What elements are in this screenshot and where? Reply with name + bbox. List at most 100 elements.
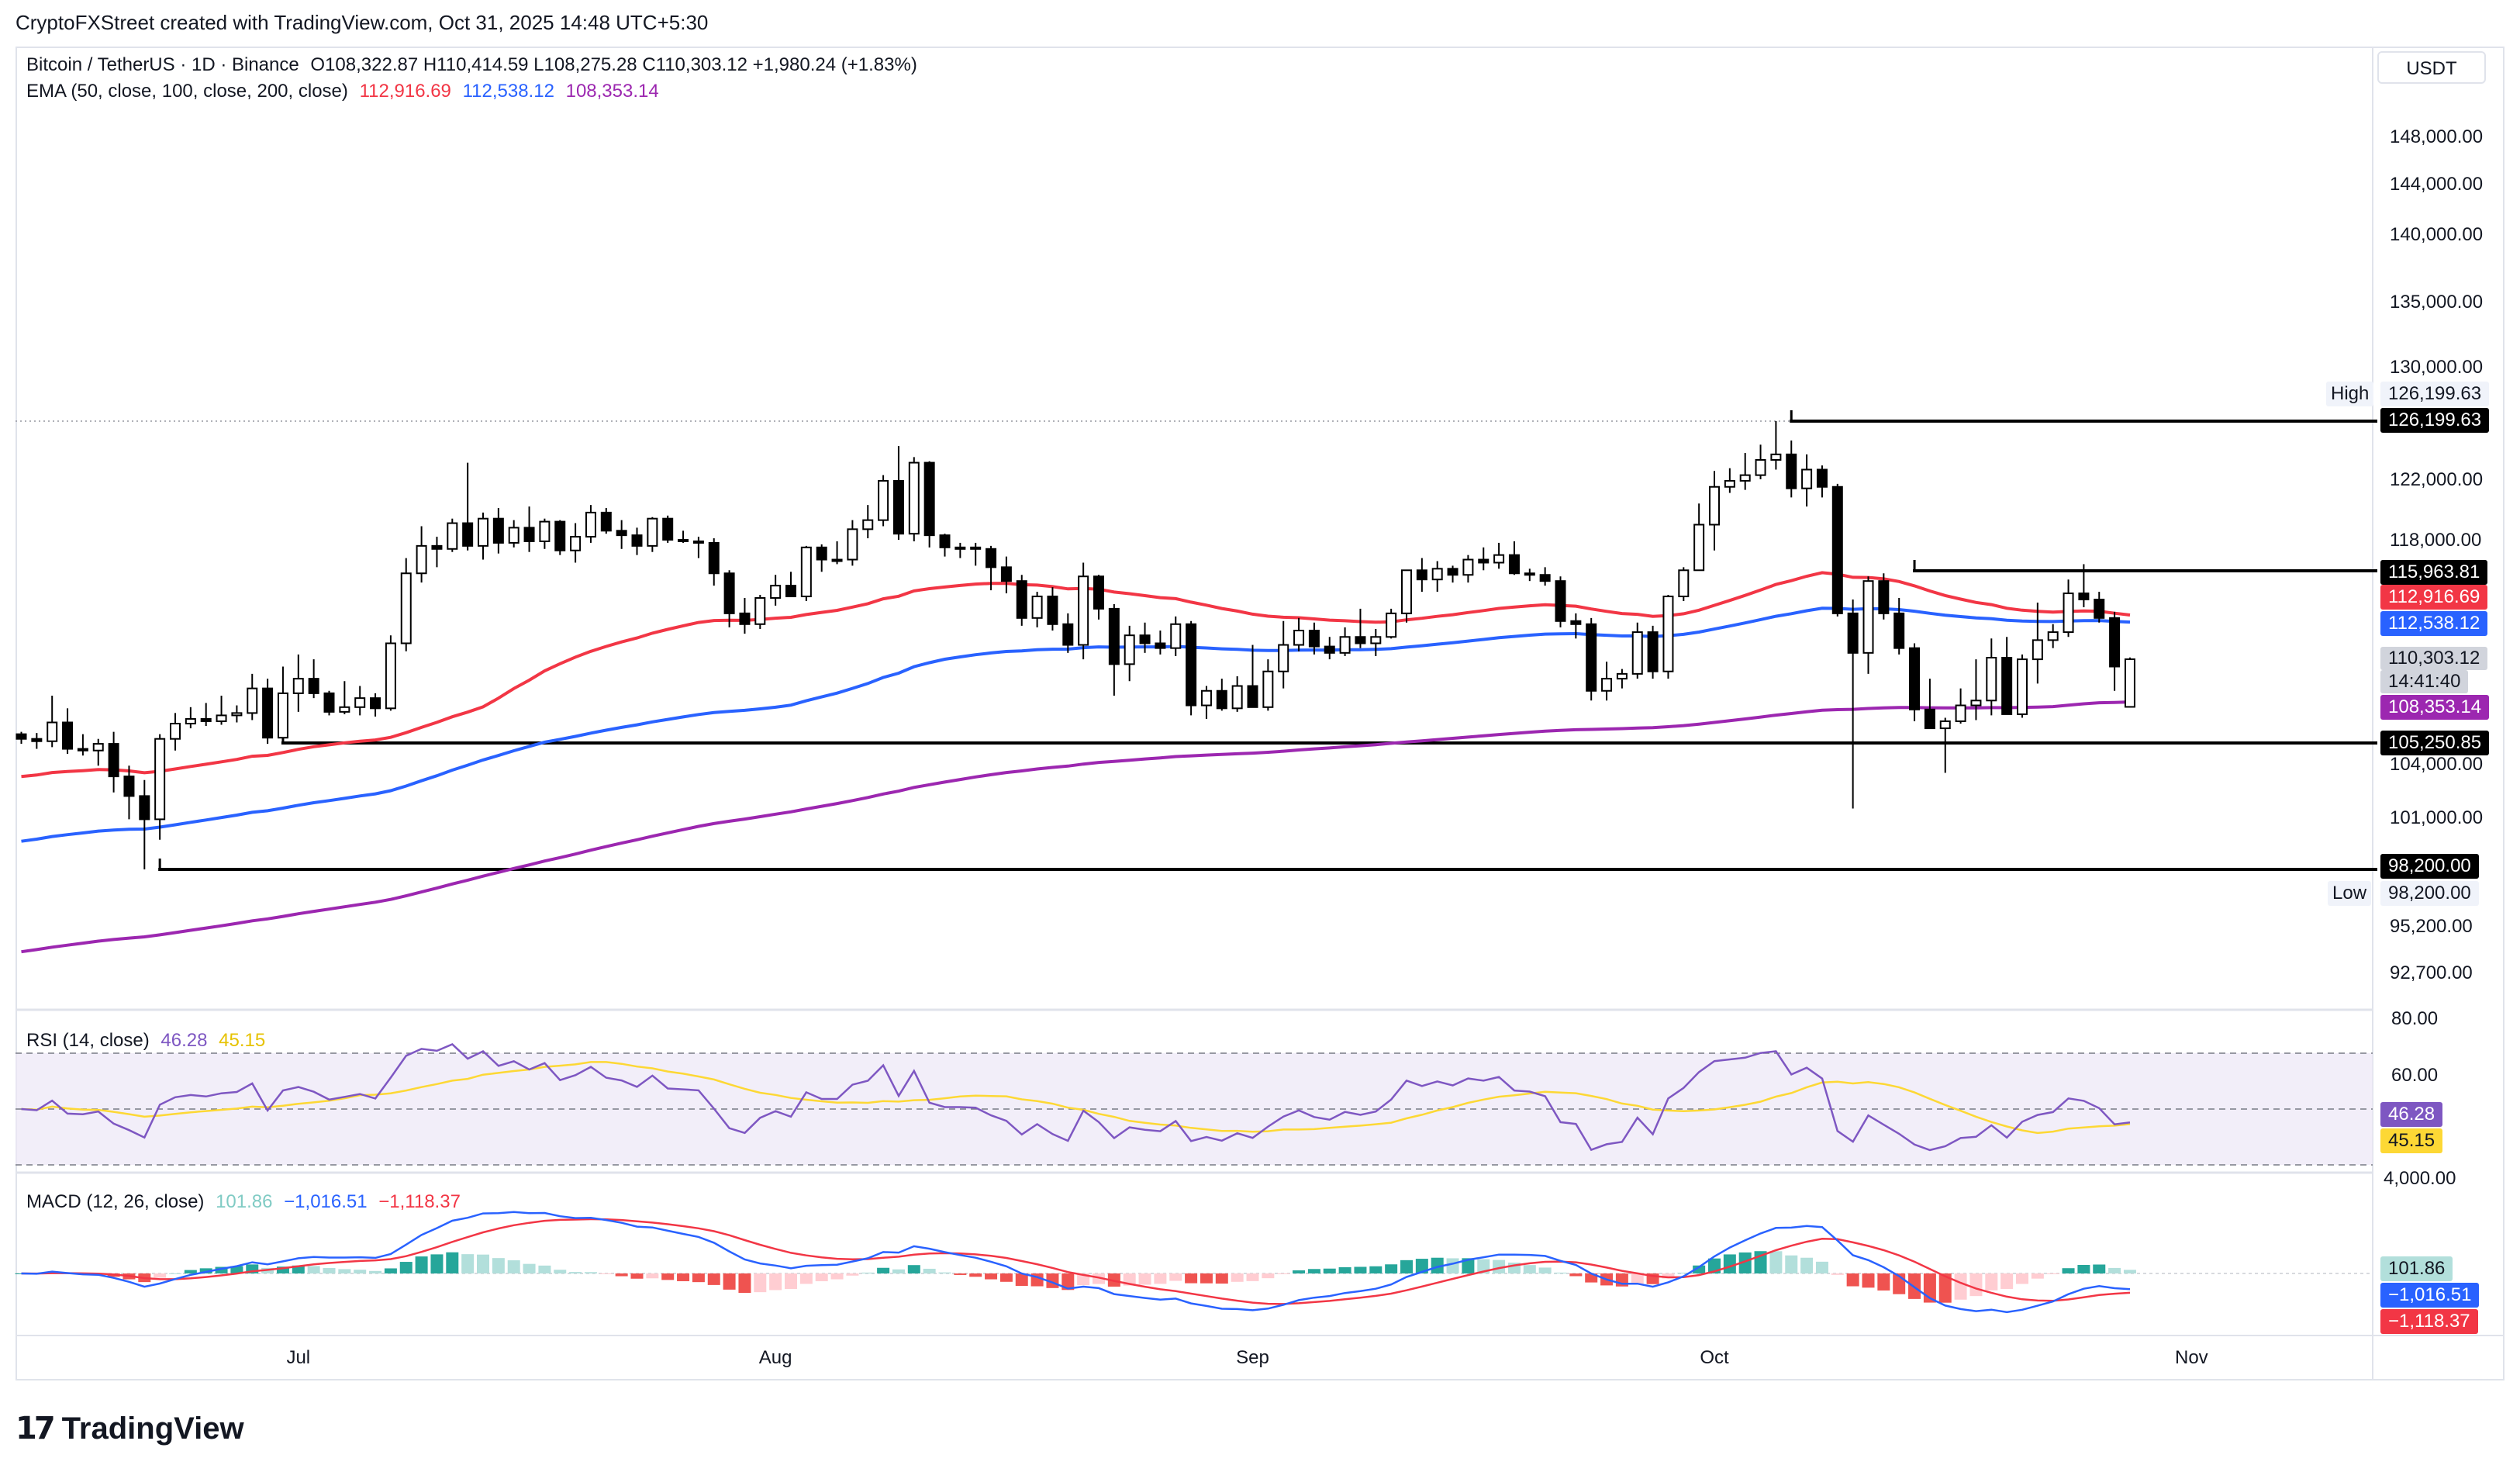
candle-body bbox=[77, 748, 88, 752]
candle-body bbox=[692, 540, 704, 544]
candle-body bbox=[631, 534, 643, 547]
candle-body bbox=[1909, 647, 1921, 710]
price-axis-label: 104,000.00 bbox=[2390, 754, 2483, 775]
macd-histogram-bar bbox=[907, 1265, 920, 1273]
macd-histogram-bar bbox=[292, 1265, 305, 1273]
candle-body bbox=[1539, 574, 1551, 582]
candle-body bbox=[1370, 636, 1382, 644]
candle-body bbox=[1709, 485, 1720, 526]
candle-body bbox=[662, 517, 674, 541]
candle-body bbox=[385, 642, 396, 710]
macd-histogram-bar bbox=[1400, 1259, 1413, 1273]
candle-body bbox=[400, 572, 412, 644]
macd-histogram-bar bbox=[1538, 1267, 1552, 1273]
candle-body bbox=[216, 714, 227, 722]
price-axis-label: 140,000.00 bbox=[2390, 224, 2483, 245]
candle-body bbox=[1555, 580, 1566, 622]
support-105k-tag: 105,250.85 bbox=[2380, 731, 2490, 755]
macd-histogram-bar bbox=[738, 1273, 751, 1294]
candle-body bbox=[247, 687, 258, 714]
candle-body bbox=[1816, 468, 1828, 488]
ema50-line bbox=[21, 571, 2131, 779]
tradingview-logo-icon: 17 bbox=[16, 1411, 56, 1446]
candle-body bbox=[1524, 572, 1535, 576]
macd-histogram-bar bbox=[1231, 1273, 1244, 1282]
macd-label: MACD (12, 26, close) bbox=[26, 1191, 205, 1212]
candle-body bbox=[954, 546, 966, 550]
candle-body bbox=[539, 520, 551, 542]
macd-histogram-bar bbox=[1277, 1273, 1290, 1274]
candle-body bbox=[1000, 566, 1012, 582]
candle-body bbox=[647, 517, 658, 547]
macd-histogram-bar bbox=[1369, 1266, 1383, 1273]
time-axis-label: Nov bbox=[2175, 1347, 2208, 1368]
candle-body bbox=[231, 712, 243, 717]
candle-body bbox=[1801, 468, 1813, 489]
candle-body bbox=[323, 692, 335, 713]
macd-histogram-bar bbox=[507, 1260, 520, 1273]
time-axis-label: Sep bbox=[1236, 1347, 1269, 1368]
macd-histogram-bar bbox=[1693, 1265, 1706, 1273]
candle-body bbox=[1508, 554, 1520, 575]
candle-body bbox=[554, 520, 566, 551]
price-axis-label: 144,000.00 bbox=[2390, 174, 2483, 195]
macd-histogram-bar bbox=[2108, 1267, 2121, 1273]
candle-body bbox=[1108, 607, 1120, 665]
macd-histogram-bar bbox=[2000, 1273, 2014, 1289]
macd-histogram-bar bbox=[1738, 1252, 1752, 1273]
macd-histogram-bar bbox=[1969, 1273, 1983, 1297]
candle-body bbox=[139, 795, 150, 821]
candle-body bbox=[1247, 685, 1258, 708]
candle-body bbox=[492, 517, 504, 544]
macd-histogram-bar bbox=[1862, 1273, 1875, 1288]
candle-body bbox=[47, 721, 58, 742]
candle-body bbox=[62, 721, 74, 750]
candle-body bbox=[1862, 580, 1874, 654]
candle-body bbox=[785, 585, 796, 598]
price-axis-label: 92,700.00 bbox=[2390, 962, 2473, 983]
macd-histogram-bar bbox=[1462, 1258, 1475, 1273]
macd-histogram-bar bbox=[985, 1273, 998, 1280]
candle-body bbox=[1062, 623, 1074, 646]
low-value-tag: 98,200.00 bbox=[2380, 881, 2479, 906]
macd-line-tag: −1,016.51 bbox=[2380, 1283, 2480, 1308]
candle-body bbox=[1493, 554, 1505, 564]
candle-body bbox=[1447, 568, 1458, 576]
candle-body bbox=[1970, 700, 1982, 707]
rsi-label: RSI (14, close) bbox=[26, 1030, 150, 1051]
macd-legend: MACD (12, 26, close) 101.86 −1,016.51 −1… bbox=[26, 1191, 467, 1213]
candle-body bbox=[1739, 474, 1751, 482]
macd-histogram-bar bbox=[1307, 1269, 1320, 1273]
currency-button[interactable]: USDT bbox=[2377, 51, 2486, 84]
macd-histogram-bar bbox=[2123, 1270, 2136, 1273]
ema200-value: 108,353.14 bbox=[565, 81, 659, 102]
candle-body bbox=[1186, 623, 1197, 707]
time-axis-label: Aug bbox=[759, 1347, 792, 1368]
candle-body bbox=[1847, 612, 1859, 654]
macd-histogram-bar bbox=[477, 1254, 489, 1273]
candle-body bbox=[739, 612, 751, 625]
macd-histogram-bar bbox=[1954, 1273, 1967, 1300]
macd-histogram-bar bbox=[1493, 1259, 1506, 1273]
macd-signal-value: −1,118.37 bbox=[378, 1191, 461, 1212]
macd-histogram-bar bbox=[1200, 1273, 1213, 1284]
candle-body bbox=[1878, 580, 1890, 614]
candle-body bbox=[1431, 568, 1443, 581]
macd-histogram-bar bbox=[2093, 1264, 2106, 1273]
candle-body bbox=[816, 546, 827, 561]
macd-signal-tag: −1,118.37 bbox=[2380, 1309, 2478, 1334]
tradingview-logo[interactable]: 17 TradingView bbox=[16, 1410, 244, 1447]
candle-body bbox=[1462, 558, 1474, 576]
candle-body bbox=[2032, 639, 2043, 661]
macd-histogram-bar bbox=[769, 1273, 782, 1291]
macd-histogram-bar bbox=[1785, 1255, 1798, 1273]
candle-body bbox=[1939, 720, 1951, 730]
macd-histogram-bar bbox=[599, 1273, 613, 1274]
macd-histogram-bar bbox=[323, 1267, 336, 1273]
low-label-tag: Low bbox=[2328, 881, 2372, 906]
candle-body bbox=[1924, 708, 1935, 730]
candle-body bbox=[939, 534, 951, 548]
macd-histogram-bar bbox=[1062, 1273, 1075, 1291]
candle-body bbox=[1093, 575, 1104, 610]
